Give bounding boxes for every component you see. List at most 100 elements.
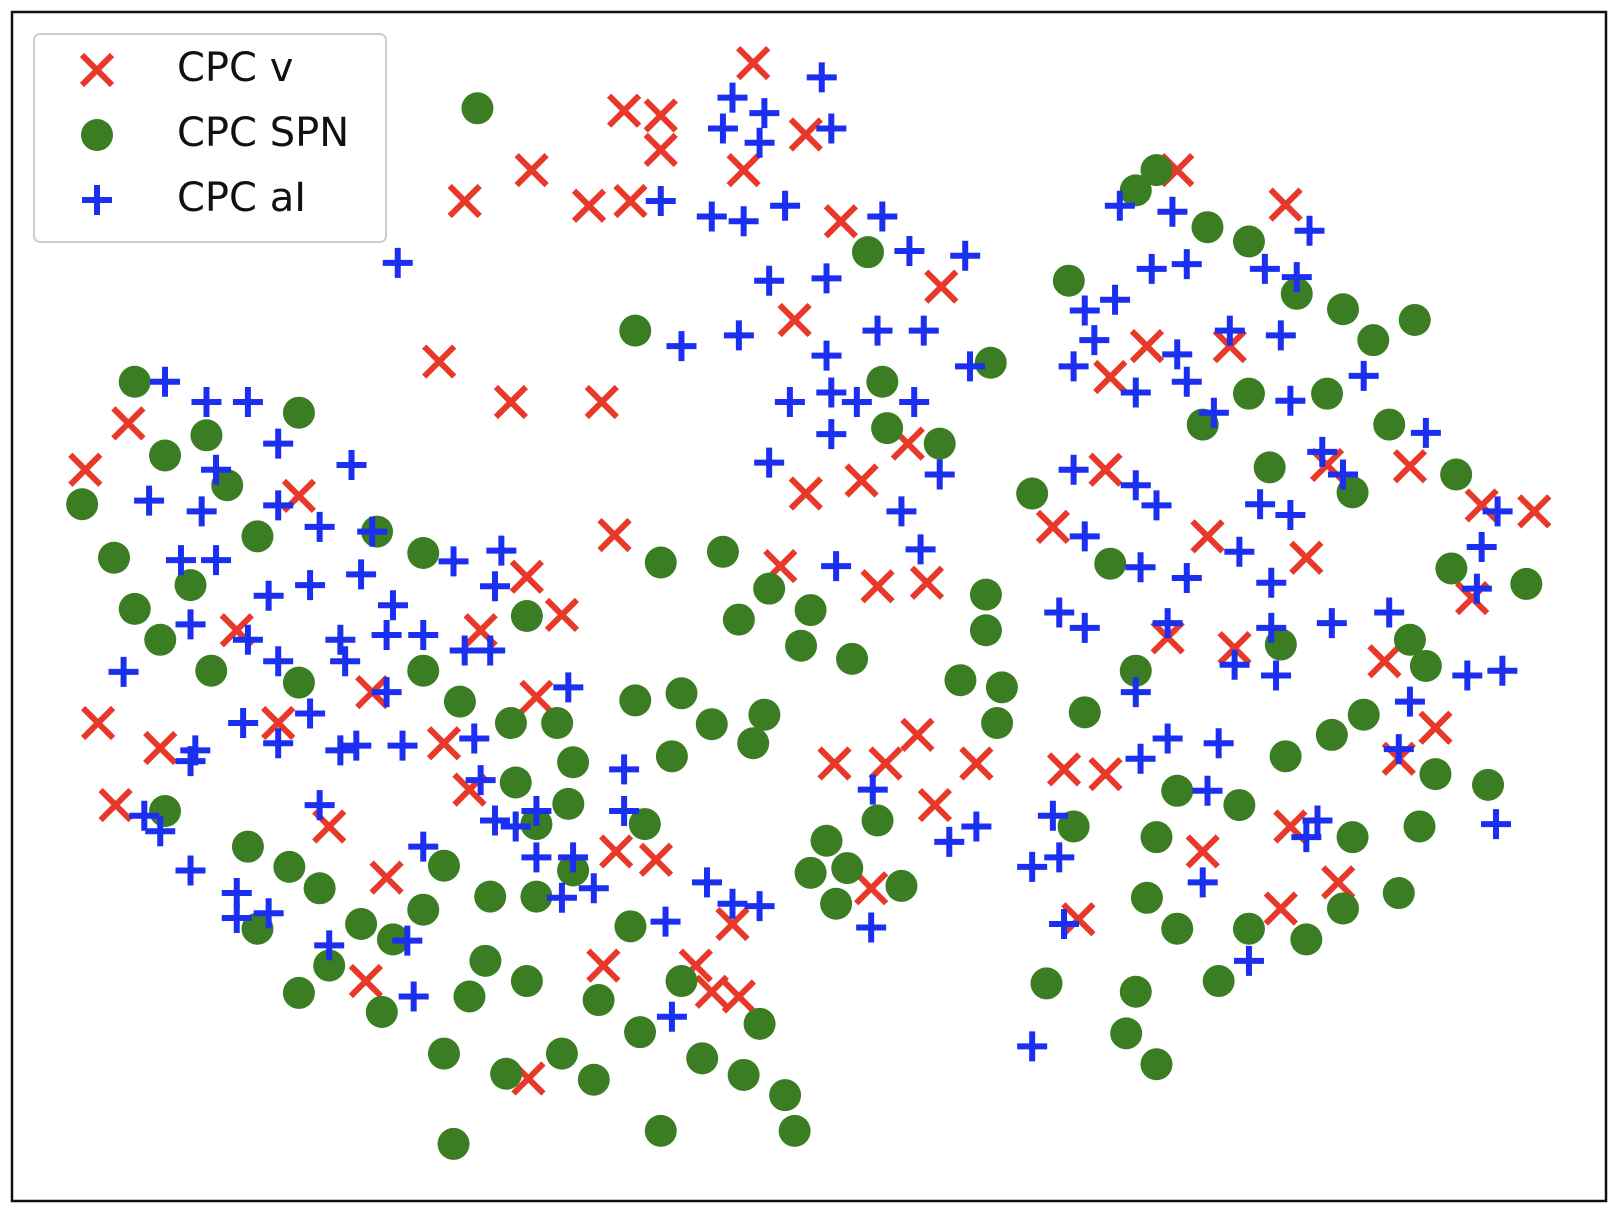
- point: [1202, 965, 1235, 998]
- legend-marker: [79, 52, 115, 88]
- point: [108, 656, 139, 687]
- point: [844, 463, 879, 498]
- point: [736, 46, 771, 81]
- point: [1152, 723, 1183, 754]
- point: [769, 1079, 802, 1112]
- point: [1044, 597, 1075, 628]
- point: [900, 717, 935, 753]
- point: [1466, 532, 1497, 563]
- point: [357, 516, 388, 547]
- point: [437, 1127, 470, 1160]
- point: [398, 981, 429, 1012]
- point: [857, 774, 888, 805]
- point: [150, 366, 181, 397]
- point: [422, 344, 457, 379]
- point: [586, 948, 621, 983]
- point: [744, 891, 775, 922]
- point: [1203, 728, 1234, 759]
- point: [314, 930, 345, 961]
- point: [1409, 649, 1442, 682]
- point: [1161, 774, 1194, 807]
- legend-label: CPC SPN: [177, 110, 349, 156]
- point: [1185, 834, 1220, 869]
- point: [479, 571, 510, 602]
- point: [707, 113, 738, 144]
- point: [1275, 499, 1306, 530]
- point: [1281, 262, 1312, 293]
- point: [1223, 789, 1256, 822]
- point: [426, 726, 462, 761]
- point: [727, 1058, 760, 1091]
- point: [1030, 967, 1063, 1000]
- point: [519, 679, 554, 714]
- point: [282, 666, 315, 699]
- point: [295, 698, 326, 729]
- point: [1120, 470, 1151, 501]
- point: [263, 646, 294, 677]
- point: [407, 536, 440, 569]
- point: [985, 671, 1018, 704]
- point: [917, 787, 953, 823]
- point: [597, 518, 632, 553]
- point: [195, 654, 228, 687]
- point: [974, 346, 1007, 379]
- point: [1373, 408, 1406, 441]
- point: [1171, 562, 1202, 593]
- point: [691, 867, 722, 898]
- point: [644, 546, 677, 579]
- point: [1249, 253, 1280, 284]
- point: [465, 765, 496, 796]
- point: [1162, 339, 1193, 370]
- point: [221, 903, 252, 934]
- point: [486, 535, 517, 566]
- legend-marker: [81, 119, 113, 151]
- point: [1232, 912, 1265, 945]
- point: [1263, 891, 1298, 926]
- point: [836, 642, 869, 675]
- point: [145, 816, 176, 847]
- point: [1214, 315, 1245, 346]
- point: [794, 594, 827, 627]
- point: [624, 1016, 657, 1049]
- point: [232, 624, 263, 655]
- point: [628, 808, 661, 841]
- legend-box: [33, 33, 387, 243]
- point: [1326, 293, 1359, 326]
- point: [407, 654, 440, 687]
- point: [785, 629, 818, 662]
- point: [754, 447, 785, 478]
- point: [313, 949, 346, 982]
- point: [1233, 945, 1264, 976]
- point: [656, 1001, 687, 1032]
- point: [263, 428, 294, 459]
- point: [723, 320, 754, 351]
- point: [1269, 740, 1302, 773]
- point: [371, 677, 402, 708]
- point: [1256, 567, 1287, 598]
- point: [1232, 377, 1265, 410]
- point: [1125, 743, 1156, 774]
- point: [253, 580, 284, 611]
- point: [777, 302, 812, 338]
- point: [1190, 519, 1225, 554]
- legend-marker: [82, 185, 112, 215]
- point: [578, 873, 609, 904]
- point: [1120, 677, 1151, 708]
- point: [304, 511, 335, 542]
- point: [325, 624, 356, 655]
- point: [1161, 912, 1194, 945]
- point: [726, 153, 761, 188]
- point: [1212, 328, 1247, 364]
- point: [823, 204, 859, 239]
- point: [241, 520, 274, 553]
- point: [98, 787, 133, 823]
- point: [175, 855, 206, 886]
- point: [1482, 496, 1513, 527]
- point: [1510, 567, 1543, 600]
- point: [609, 754, 640, 785]
- point: [1035, 509, 1071, 544]
- point: [1245, 489, 1276, 520]
- point: [961, 811, 992, 842]
- point: [749, 98, 780, 129]
- point: [1418, 710, 1453, 745]
